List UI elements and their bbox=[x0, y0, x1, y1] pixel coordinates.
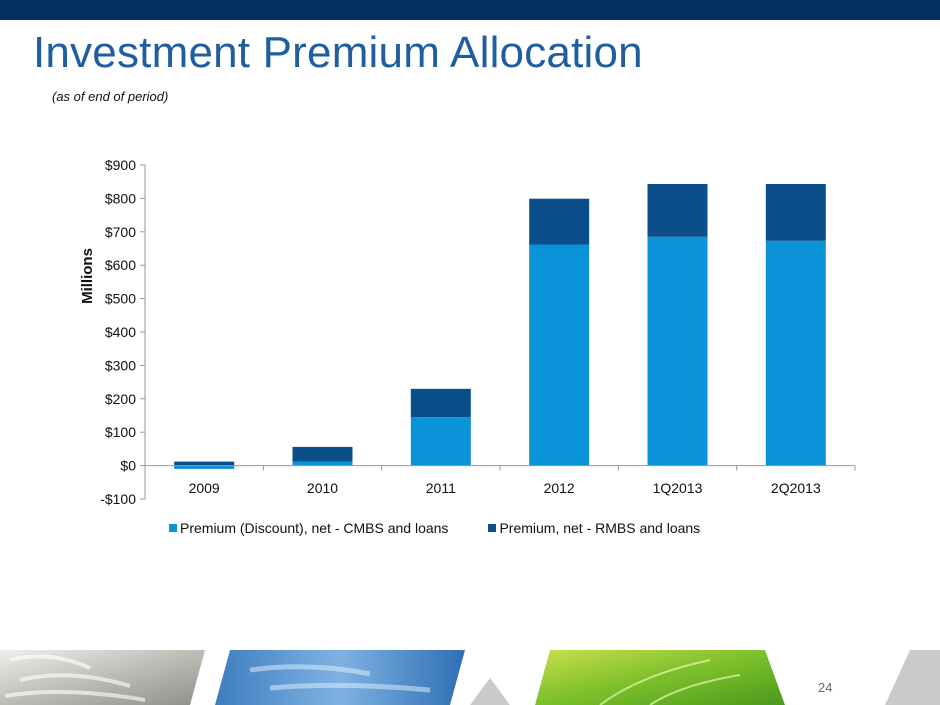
axes-group: 2009 2010 2011 2012 1Q2013 2Q2013 -$100 $0 $100 $… bbox=[100, 157, 856, 507]
y-tick-label: $900 bbox=[105, 157, 136, 173]
y-tick-label: $800 bbox=[105, 190, 136, 206]
bars-group bbox=[174, 184, 826, 469]
y-tick-label: $100 bbox=[105, 424, 136, 440]
bar-cmbs-1q2013 bbox=[647, 236, 708, 466]
bar-rmbs-2011 bbox=[410, 388, 471, 418]
bar-cmbs-2012 bbox=[529, 244, 590, 466]
sky-image bbox=[215, 650, 465, 705]
y-tick-label: $200 bbox=[105, 391, 136, 407]
cloud-streaks bbox=[249, 664, 431, 693]
y-tick-label: $500 bbox=[105, 291, 136, 307]
bar-cmbs-2010 bbox=[292, 461, 353, 466]
bar-cmbs-2q2013 bbox=[765, 240, 826, 466]
y-tick-label: -$100 bbox=[100, 491, 136, 507]
chart-legend: Premium (Discount), net - CMBS and loans… bbox=[169, 520, 700, 536]
leaf-veins bbox=[599, 659, 741, 705]
x-tick-label: 2Q2013 bbox=[771, 480, 821, 496]
legend-swatch-rmbs bbox=[488, 524, 497, 532]
y-axis-label: Millions bbox=[79, 248, 96, 304]
legend-item-cmbs: Premium (Discount), net - CMBS and loans bbox=[169, 520, 448, 536]
bar-rmbs-2010 bbox=[292, 446, 353, 462]
gray-divider-triangle bbox=[470, 678, 510, 705]
x-tick-label: 1Q2013 bbox=[653, 480, 703, 496]
bar-rmbs-2012 bbox=[529, 198, 590, 245]
gray-corner-shape bbox=[885, 650, 940, 705]
leaf-image bbox=[535, 650, 785, 705]
legend-label-cmbs: Premium (Discount), net - CMBS and loans bbox=[180, 520, 449, 536]
page-subtitle: (as of end of period) bbox=[52, 89, 169, 104]
y-tick-label: $600 bbox=[105, 257, 136, 273]
bar-cmbs-2011 bbox=[410, 417, 471, 466]
bar-rmbs-2009 bbox=[174, 461, 235, 466]
bar-cmbs-2009 bbox=[174, 465, 235, 469]
legend-label-rmbs: Premium, net - RMBS and loans bbox=[499, 520, 701, 536]
page-title: Investment Premium Allocation bbox=[33, 28, 643, 77]
footer-image-strip bbox=[0, 650, 940, 705]
x-tick-label: 2012 bbox=[544, 480, 575, 496]
bar-rmbs-2q2013 bbox=[765, 184, 826, 241]
x-tick-label: 2010 bbox=[307, 480, 338, 496]
legend-item-rmbs: Premium, net - RMBS and loans bbox=[488, 520, 700, 536]
y-tick-label: $300 bbox=[105, 357, 136, 373]
rope-coil-lines bbox=[4, 654, 146, 702]
y-tick-label: $0 bbox=[120, 458, 136, 474]
legend-swatch-cmbs bbox=[169, 524, 177, 532]
x-tick-label: 2011 bbox=[426, 480, 456, 496]
y-tick-label: $400 bbox=[105, 324, 136, 340]
page-number: 24 bbox=[818, 680, 833, 695]
bar-rmbs-1q2013 bbox=[647, 184, 708, 237]
y-tick-label: $700 bbox=[105, 224, 136, 240]
x-tick-label: 2009 bbox=[189, 480, 220, 496]
header-band bbox=[0, 0, 940, 20]
